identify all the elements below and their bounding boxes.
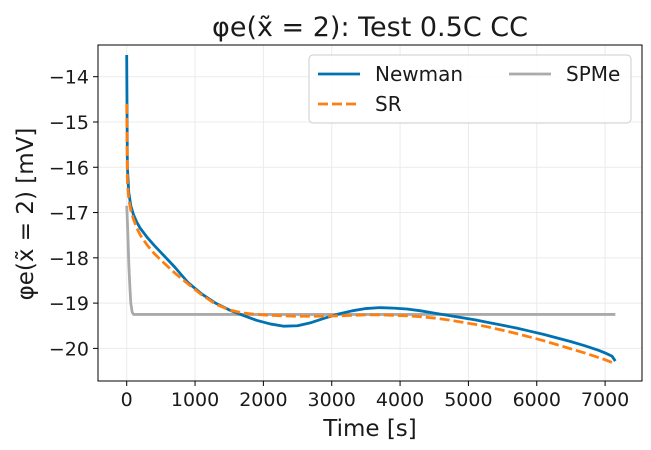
x-tick-label: 3000 — [308, 389, 356, 411]
series-line-spme — [125, 205, 616, 316]
y-tick-label: −15 — [49, 112, 89, 134]
x-tick-label: 7000 — [581, 389, 629, 411]
x-axis-label: Time [s] — [322, 416, 417, 442]
x-tick-label: 5000 — [444, 389, 492, 411]
plot-lines — [125, 54, 617, 366]
chart-title: φe(x̃ = 2): Test 0.5C CC — [212, 12, 528, 43]
x-tick-label: 4000 — [376, 389, 424, 411]
legend-label-sr: SR — [375, 92, 402, 116]
y-tick-label: −20 — [49, 338, 89, 360]
legend: Newman SR SPMe — [308, 54, 632, 124]
y-tick-label: −17 — [49, 203, 89, 225]
legend-label-newman: Newman — [375, 62, 463, 86]
y-tick-label: −19 — [49, 293, 89, 315]
y-axis-ticks: −14 −15 −16 −17 −18 −19 −20 — [49, 67, 98, 360]
legend-box — [308, 54, 632, 124]
x-tick-label: 6000 — [513, 389, 561, 411]
y-axis-label: φe(x̃ = 2) [mV] — [13, 128, 39, 301]
series-line-sr — [125, 103, 617, 366]
y-tick-label: −16 — [49, 157, 89, 179]
x-tick-label: 0 — [121, 389, 133, 411]
y-tick-label: −14 — [49, 67, 89, 89]
x-tick-label: 2000 — [239, 389, 287, 411]
x-tick-label: 1000 — [171, 389, 219, 411]
legend-label-spme: SPMe — [566, 62, 620, 86]
series-line-newman — [125, 54, 617, 362]
y-tick-label: −18 — [49, 248, 89, 270]
x-axis-ticks: 0 1000 2000 3000 4000 5000 6000 7000 — [121, 381, 629, 411]
